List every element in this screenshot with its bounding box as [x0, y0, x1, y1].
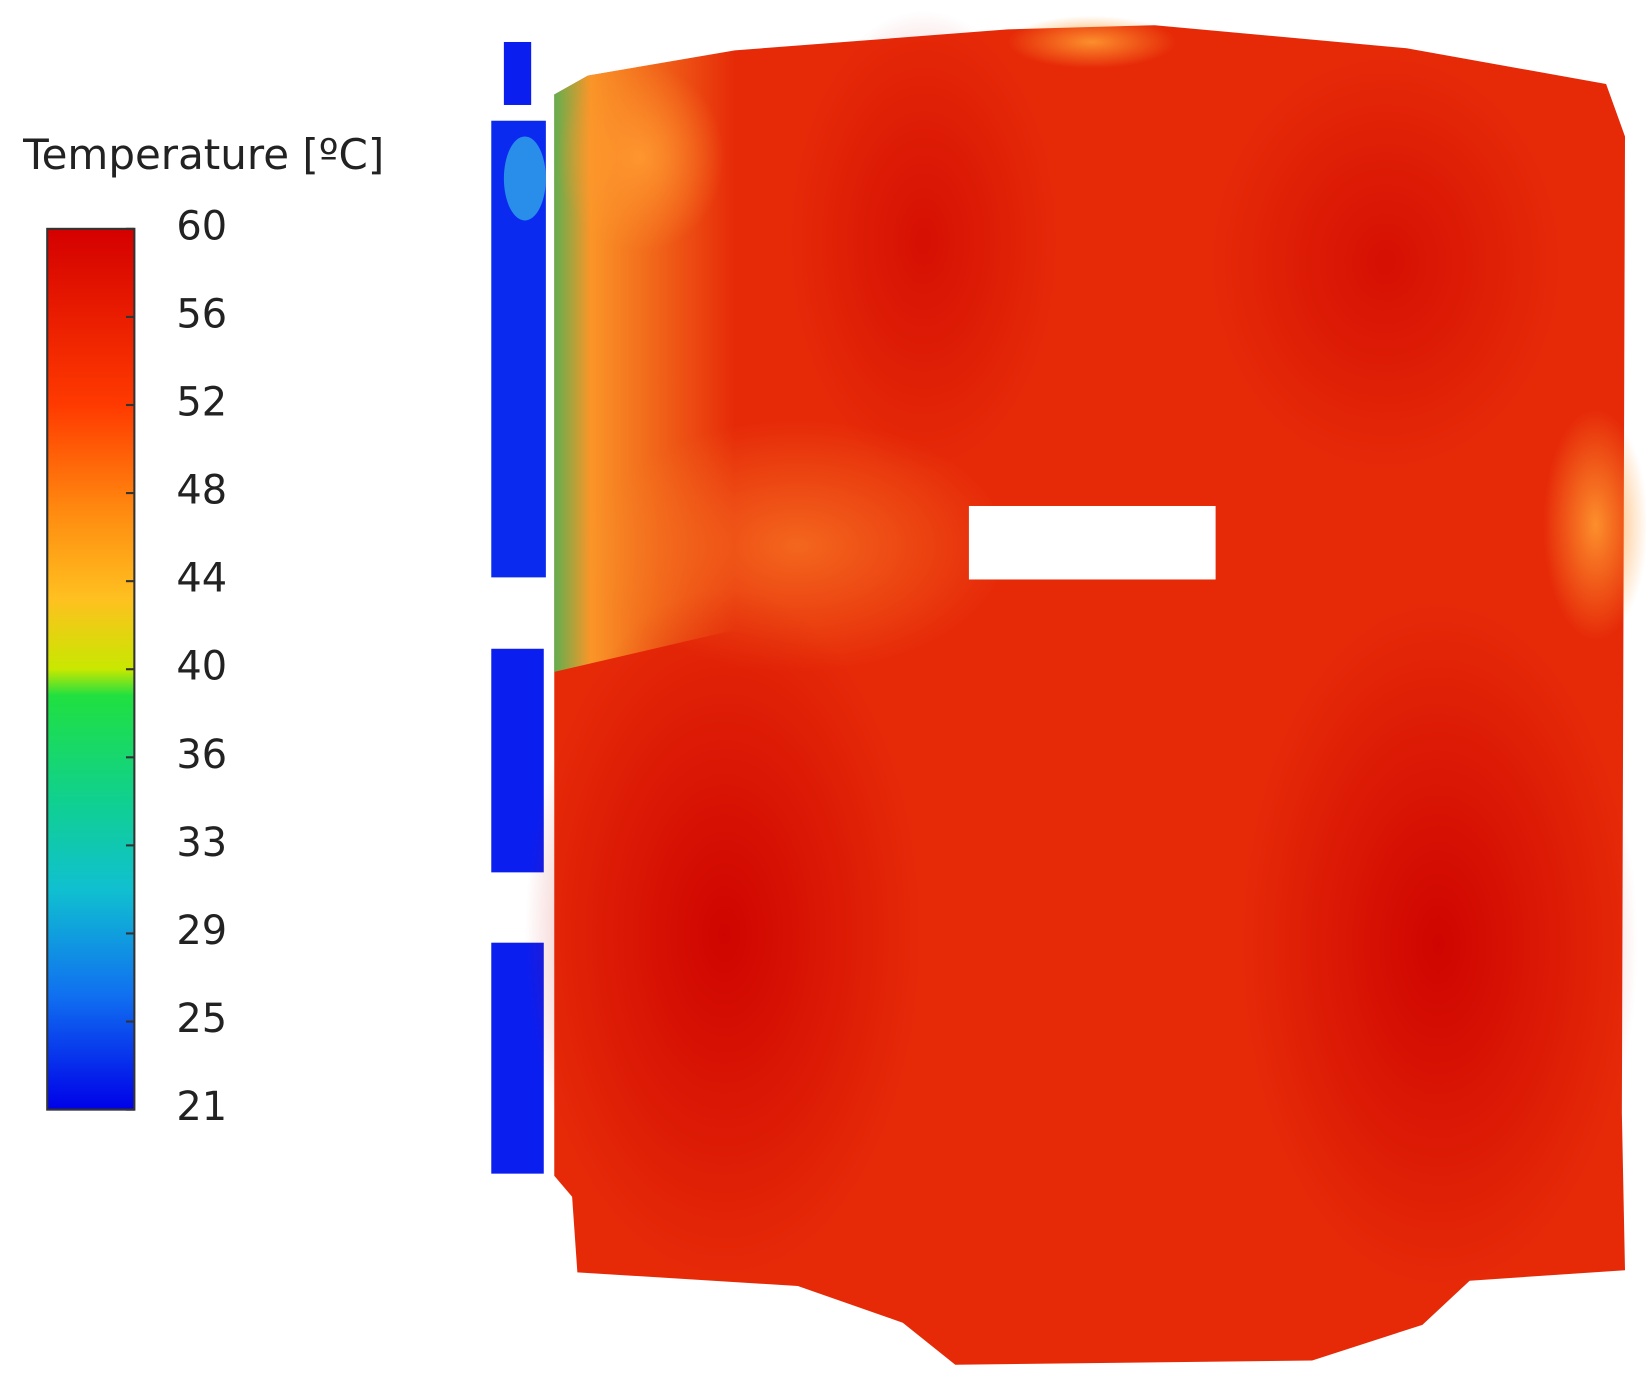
temperature-field — [491, 10, 1646, 1365]
color-bar-ticks: 60 56 52 48 44 40 36 33 29 25 21 — [125, 203, 227, 1130]
tick-label: 52 — [176, 380, 227, 426]
tick-label: 25 — [176, 996, 227, 1042]
tick-label: 40 — [176, 644, 227, 690]
color-bar — [46, 227, 136, 1111]
tick-label: 33 — [176, 820, 227, 866]
legend-title: Temperature [ºC] — [22, 130, 384, 179]
tick-label: 56 — [176, 291, 227, 337]
tick-label: 29 — [176, 908, 227, 954]
tick-label: 44 — [176, 556, 227, 602]
tick-label: 36 — [176, 732, 227, 778]
tick-label: 21 — [176, 1084, 227, 1130]
tick-label: 60 — [176, 203, 227, 249]
tick-label: 48 — [176, 468, 227, 514]
